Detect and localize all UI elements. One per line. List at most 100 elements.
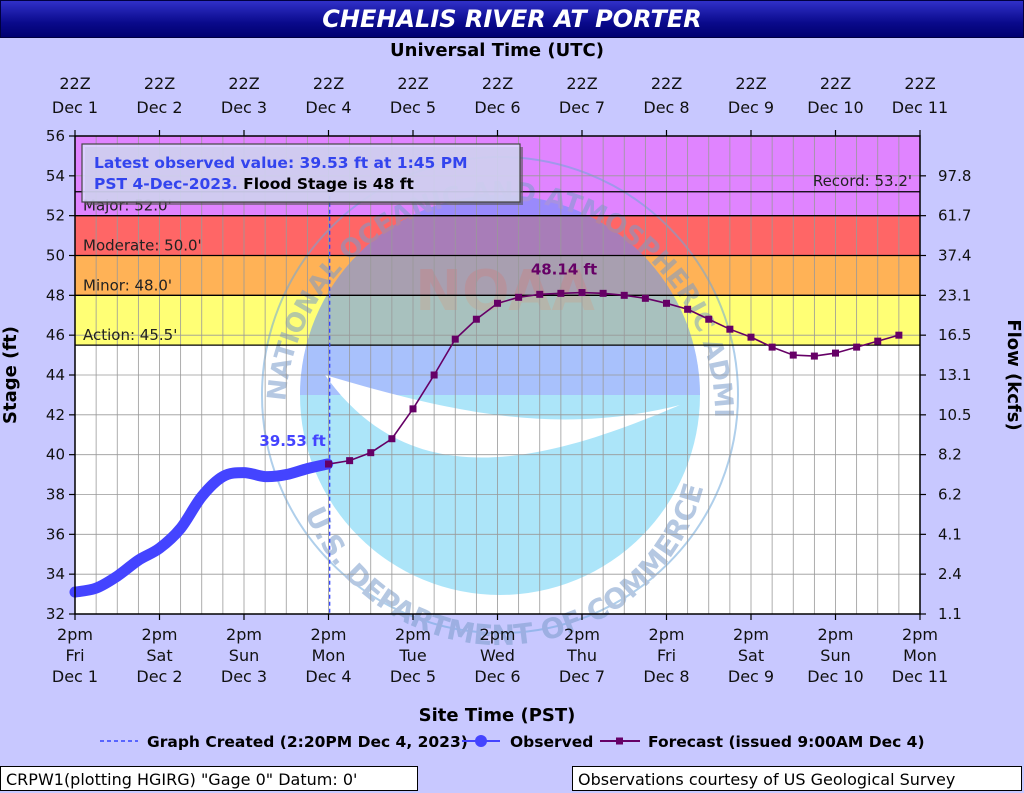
- legend-forecast-marker: [616, 737, 623, 745]
- x-tick-label: Tue: [398, 646, 426, 665]
- y-tick-label: 38: [46, 486, 65, 504]
- forecast-series-line: [328, 291, 900, 465]
- x-tick-label: Dec 8: [643, 667, 689, 686]
- info-line-2-flood-stage: Flood Stage is 48 ft: [243, 175, 414, 193]
- y2-tick-label: 1.1: [938, 605, 962, 623]
- legend-forecast-label: Forecast (issued 9:00AM Dec 4): [648, 733, 925, 751]
- observed-point: [155, 544, 164, 553]
- top-tick-label: 22Z: [820, 74, 851, 93]
- top-tick-label: 22Z: [482, 74, 513, 93]
- y-tick-label: 46: [46, 326, 65, 344]
- y2-tick-label: 16.5: [938, 326, 971, 344]
- x-tick-label: Sun: [229, 646, 259, 665]
- x-tick-label: 2pm: [564, 625, 600, 644]
- forecast-point: [853, 343, 861, 351]
- x-tick-label: Sat: [146, 646, 172, 665]
- forecast-point: [895, 331, 903, 339]
- forecast-point: [494, 299, 501, 307]
- x-tick-label: Dec 11: [892, 667, 948, 686]
- x-tick-label: 2pm: [733, 625, 769, 644]
- forecast-point: [832, 349, 839, 357]
- observed-peak-label: 39.53 ft: [259, 432, 325, 450]
- forecast-point: [874, 337, 882, 345]
- y-tick-label: 54: [46, 167, 65, 185]
- x-tick-label: Fri: [65, 646, 84, 665]
- y2-tick-label: 8.2: [938, 446, 962, 464]
- forecast-point: [451, 335, 459, 343]
- x-tick-label: Dec 1: [52, 667, 98, 686]
- x-tick-label: Mon: [903, 646, 937, 665]
- top-tick-label: 22Z: [59, 74, 90, 93]
- top-tick-label: 22Z: [904, 74, 935, 93]
- axes: 32 34 36 38 40 42 44 46 48 50 52 54 56 1.1 2.4 4.1 6.2 8.…: [0, 40, 1024, 726]
- x-tick-label: 2pm: [649, 625, 685, 644]
- grid-lines: [74, 135, 921, 615]
- y-tick-label: 48: [46, 286, 65, 304]
- observed-point: [261, 472, 270, 481]
- observed-point: [113, 572, 122, 581]
- y-tick-label: 56: [46, 127, 65, 145]
- top-tick-label: Dec 10: [807, 98, 863, 117]
- y2-tick-label: 4.1: [938, 525, 962, 543]
- y-tick-label: 36: [46, 525, 65, 543]
- forecast-point: [325, 460, 332, 468]
- info-line-1: Latest observed value: 39.53 ft at 1:45 …: [94, 154, 468, 172]
- x-tick-label: 2pm: [902, 625, 938, 644]
- legend-observed-label: Observed: [510, 733, 593, 751]
- forecast-point: [409, 405, 417, 413]
- x-tick-label: 2pm: [57, 625, 93, 644]
- forecast-point: [789, 351, 797, 359]
- y2-tick-label: 97.8: [938, 167, 971, 185]
- observed-point: [197, 492, 206, 501]
- observed-point: [240, 468, 248, 477]
- x-tick-label: Dec 6: [474, 667, 520, 686]
- y2-tick-label: 2.4: [938, 565, 962, 583]
- source-footnote: Observations courtesy of US Geological S…: [572, 766, 1022, 791]
- legend-graph-created-label: Graph Created (2:20PM Dec 4, 2023): [147, 733, 468, 751]
- info-box: [81, 143, 521, 203]
- x-tick-label: Dec 2: [136, 667, 182, 686]
- x-tick-label: Dec 10: [807, 667, 863, 686]
- forecast-point: [726, 325, 734, 333]
- datum-footnote: CRPW1(plotting HGIRG) "Gage 0" Datum: 0': [0, 766, 418, 791]
- info-line-2-date: PST 4-Dec-2023.: [94, 175, 243, 193]
- observed-point: [282, 470, 291, 479]
- top-tick-label: Dec 3: [221, 98, 267, 117]
- forecast-point: [684, 305, 692, 313]
- forecast-point: [536, 290, 544, 298]
- hydrograph-chart: NATIONAL OCEANIC AND ATMOSPHERIC ADMINIS…: [0, 38, 1024, 751]
- x-tick-label: Dec 5: [390, 667, 436, 686]
- x-tick-label: Sat: [738, 646, 764, 665]
- x-tick-label: Thu: [566, 646, 597, 665]
- top-tick-label: 22Z: [228, 74, 259, 93]
- observed-point: [134, 556, 143, 565]
- x-axis-title: Site Time (PST): [419, 705, 576, 726]
- top-tick-label: 22Z: [735, 74, 766, 93]
- forecast-point: [515, 293, 523, 301]
- top-tick-label: 22Z: [651, 74, 682, 93]
- top-tick-label: Dec 11: [892, 98, 948, 117]
- top-tick-label: Dec 4: [305, 98, 351, 117]
- chart-title: CHEHALIS RIVER AT PORTER: [0, 0, 1024, 38]
- top-tick-label: 22Z: [144, 74, 175, 93]
- y2-tick-label: 61.7: [938, 207, 971, 225]
- forecast-point: [810, 352, 818, 360]
- top-tick-label: Dec 2: [136, 98, 182, 117]
- observed-point: [176, 524, 185, 533]
- top-axis-title: Universal Time (UTC): [390, 40, 604, 61]
- seal-gull-shape: [325, 375, 680, 458]
- record-label: Record: 53.2': [813, 172, 912, 190]
- y2-tick-label: 10.5: [938, 406, 971, 424]
- forecast-point: [367, 449, 375, 457]
- y2-tick-label: 23.1: [938, 286, 971, 304]
- top-tick-label: 22Z: [397, 74, 428, 93]
- top-tick-label: Dec 6: [474, 98, 520, 117]
- forecast-point: [641, 294, 649, 302]
- x-tick-label: Dec 7: [559, 667, 605, 686]
- x-tick-label: Dec 4: [305, 667, 351, 686]
- forecast-point: [747, 333, 755, 341]
- y-tick-label: 52: [46, 207, 65, 225]
- top-tick-label: Dec 7: [559, 98, 605, 117]
- x-tick-label: Mon: [312, 646, 346, 665]
- x-tick-label: 2pm: [818, 625, 854, 644]
